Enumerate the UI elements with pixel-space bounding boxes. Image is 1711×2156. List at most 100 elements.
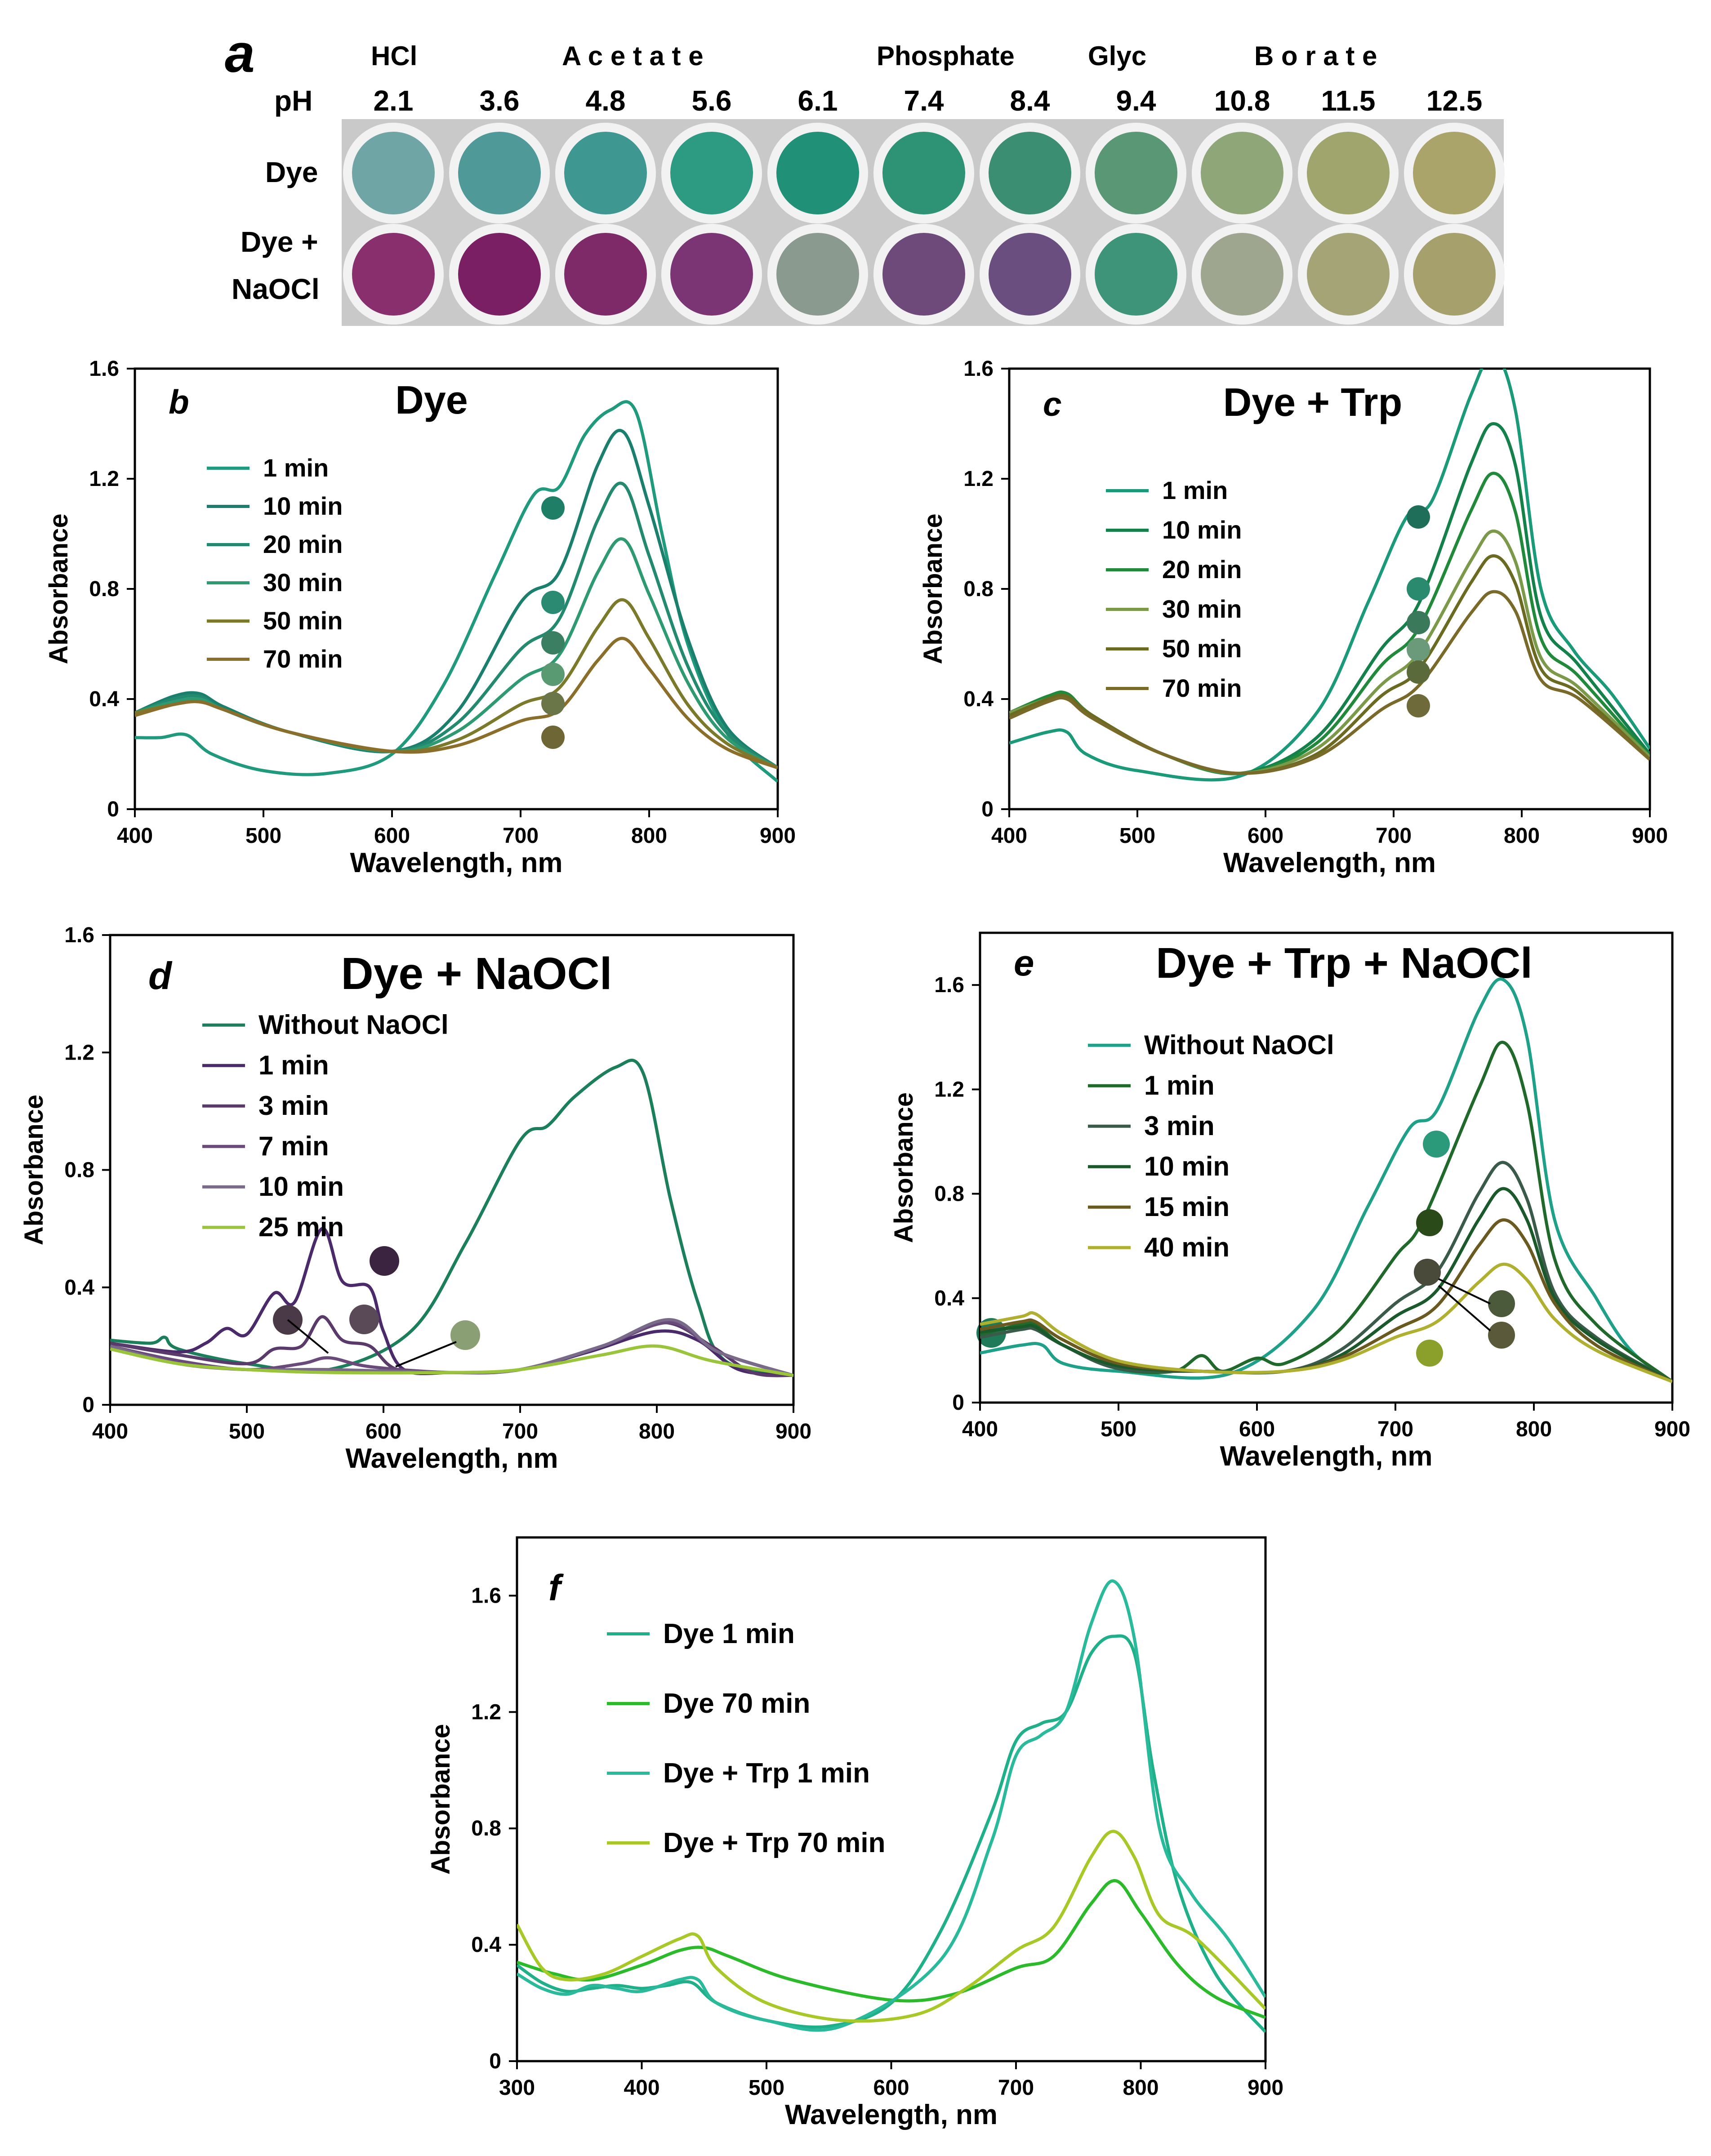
x-tick-label: 900 <box>1654 1417 1690 1441</box>
color-swatch-3 <box>541 663 565 686</box>
y-axis-title: Absorbance <box>889 1092 918 1243</box>
x-tick-label: 900 <box>1248 2076 1283 2100</box>
chart-panel-e: 400 500 600 700 800 900 0 0.4 0.8 1.2 1.6 Wavelengt… <box>889 931 1690 1472</box>
color-swatch-4 <box>450 1320 480 1350</box>
ph-value-4: 6.1 <box>798 85 838 117</box>
connector-line <box>395 1341 457 1368</box>
x-tick-label: 800 <box>631 824 667 848</box>
row-label-dye-plus: Dye + <box>241 226 318 258</box>
x-tick-label: 400 <box>962 1417 998 1441</box>
legend-label-3: 30 min <box>1162 595 1242 623</box>
color-swatch-1 <box>370 1246 399 1276</box>
y-tick-label: 0.8 <box>934 1182 964 1206</box>
ph-value-0: 2.1 <box>374 85 414 117</box>
panel-f-letter: f <box>548 1568 564 1608</box>
series-lines <box>980 977 1672 1383</box>
legend-label-4: 50 min <box>263 606 343 635</box>
chart-title: Dye + NaOCl <box>341 949 612 999</box>
color-swatch-4 <box>1407 660 1430 684</box>
x-tick-label: 900 <box>1632 824 1668 848</box>
series-lines <box>110 1059 793 1377</box>
chart-panel-d: 400 500 600 700 800 900 0 0.4 0.8 1.2 1.6 Wavelengt… <box>19 923 1006 1474</box>
chart-title: Dye <box>395 378 468 422</box>
series-line-3 <box>1009 529 1650 775</box>
x-tick-label: 600 <box>374 824 410 848</box>
well-dye-naocl-4 <box>776 233 859 316</box>
legend-label-4: 50 min <box>1162 634 1242 663</box>
series-line-5 <box>1009 590 1650 775</box>
well-dye-8 <box>1201 132 1283 214</box>
series-line-3 <box>980 1187 1672 1383</box>
ph-value-5: 7.4 <box>904 85 944 117</box>
x-tick-label: 700 <box>998 2076 1034 2100</box>
y-axis-title: Absorbance <box>918 513 948 664</box>
color-swatch-3 <box>1407 638 1430 661</box>
legend-label-0: 1 min <box>1162 476 1228 504</box>
color-swatch-5 <box>1416 1340 1443 1367</box>
x-tick-label: 500 <box>749 2076 784 2100</box>
legend: Without NaOCl 1 min 3 min 7 min 10 min 25 min <box>202 1010 449 1242</box>
x-tick-label: 900 <box>760 824 796 848</box>
well-dye-naocl-3 <box>670 233 753 316</box>
x-tick-label: 500 <box>1101 1417 1136 1441</box>
well-dye-naocl-1 <box>458 233 541 316</box>
panel-b-letter: b <box>169 383 189 421</box>
x-tick-label: 500 <box>229 1420 265 1443</box>
series-line-4 <box>980 1218 1672 1383</box>
y-axis-title: Absorbance <box>44 513 73 664</box>
wells <box>343 123 1505 325</box>
x-tick-label: 600 <box>1248 824 1283 848</box>
color-swatch-5 <box>1407 694 1430 717</box>
x-tick-label: 600 <box>873 2076 909 2100</box>
plot-frame <box>979 931 1674 1404</box>
legend: 1 min 10 min 20 min 30 min 50 min 70 min <box>1106 476 1242 702</box>
color-swatches <box>1407 505 1430 717</box>
well-dye-naocl-9 <box>1307 233 1390 316</box>
legend-label-3: 10 min <box>1144 1151 1230 1181</box>
y-tick-label: 0.8 <box>64 1158 94 1182</box>
color-swatches <box>541 496 565 749</box>
color-swatch-3 <box>349 1305 379 1334</box>
ph-value-8: 10.8 <box>1214 85 1270 117</box>
ph-value-10: 12.5 <box>1426 85 1483 117</box>
x-tick-label: 400 <box>624 2076 659 2100</box>
x-tick-label: 400 <box>991 824 1027 848</box>
well-dye-2 <box>564 132 647 214</box>
x-tick-label: 700 <box>502 1420 538 1443</box>
series-line-0 <box>110 1059 793 1377</box>
row-label-dye: Dye <box>265 156 318 188</box>
series-lines <box>517 1579 1265 2033</box>
y-tick-label: 1.2 <box>471 1700 501 1724</box>
y-axis-title: Absorbance <box>426 1724 455 1875</box>
legend-label-0: 1 min <box>263 454 329 482</box>
chart-panels: 400 500 600 700 800 900 0 0.4 0.8 1.2 1.6 Wavelengt… <box>19 357 1690 2130</box>
well-dye-naocl-0 <box>352 233 435 316</box>
x-tick-label: 800 <box>639 1420 675 1443</box>
x-tick-label: 500 <box>1119 824 1155 848</box>
x-axis-title: Wavelength, nm <box>1223 847 1436 878</box>
x-tick-label: 800 <box>1504 824 1540 848</box>
well-dye-6 <box>989 132 1071 214</box>
panel-a-letter: a <box>225 23 255 84</box>
well-dye-naocl-8 <box>1201 233 1283 316</box>
legend-label-2: 20 min <box>1162 555 1242 584</box>
color-swatch-0 <box>1423 1131 1450 1158</box>
buffer-label-acetate: A c e t a t e <box>562 41 704 71</box>
legend-label-5: 70 min <box>263 645 343 673</box>
well-dye-naocl-2 <box>564 233 647 316</box>
y-tick-label: 1.6 <box>471 1584 501 1608</box>
x-tick-label: 600 <box>365 1420 401 1443</box>
y-tick-label: 0.4 <box>471 1933 501 1957</box>
legend-label-4: 15 min <box>1144 1192 1230 1222</box>
x-tick-label: 700 <box>503 824 539 848</box>
y-tick-label: 1.2 <box>64 1041 94 1065</box>
legend-label-4: 10 min <box>258 1172 344 1202</box>
y-axis-title: Absorbance <box>19 1095 49 1245</box>
buffer-label-glyc: Glyc <box>1088 41 1146 71</box>
series-line-4 <box>1009 554 1650 775</box>
ph-value-1: 3.6 <box>480 85 520 117</box>
panel-c-letter: c <box>1043 385 1062 423</box>
y-tick-label: 0.4 <box>963 687 994 711</box>
y-tick-label: 0.8 <box>89 577 119 601</box>
